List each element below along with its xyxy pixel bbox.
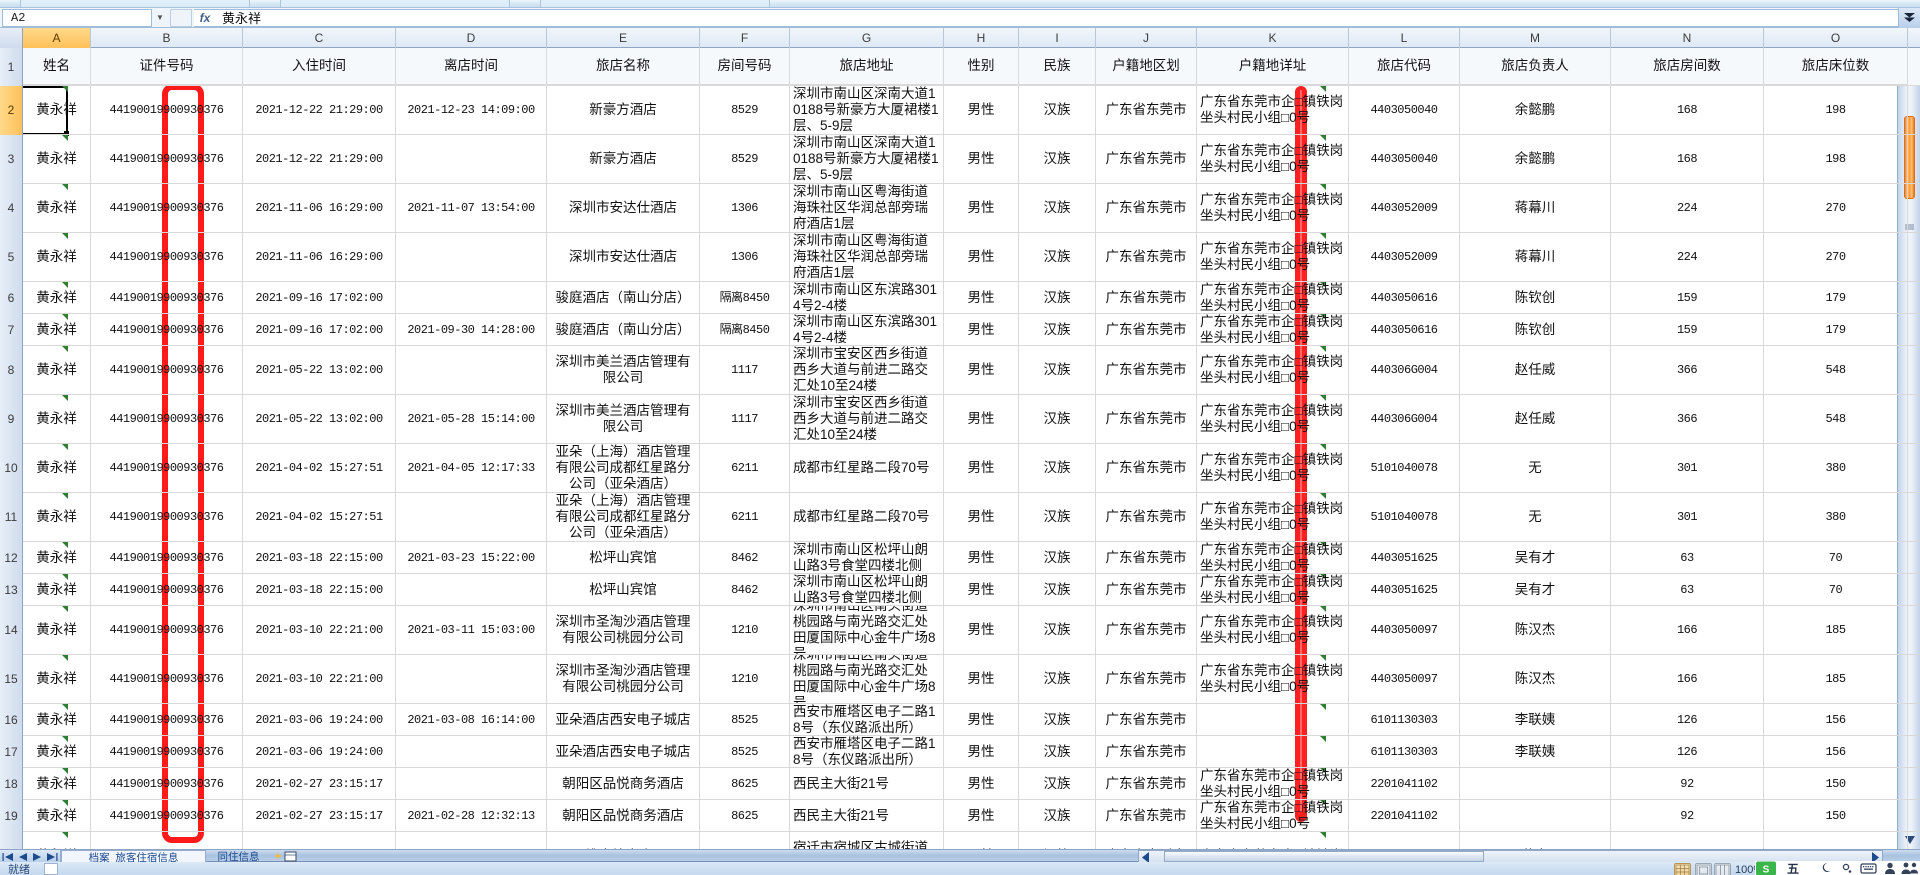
svg-text:五: 五 (1787, 862, 1799, 875)
svg-text:S: S (1763, 865, 1770, 875)
